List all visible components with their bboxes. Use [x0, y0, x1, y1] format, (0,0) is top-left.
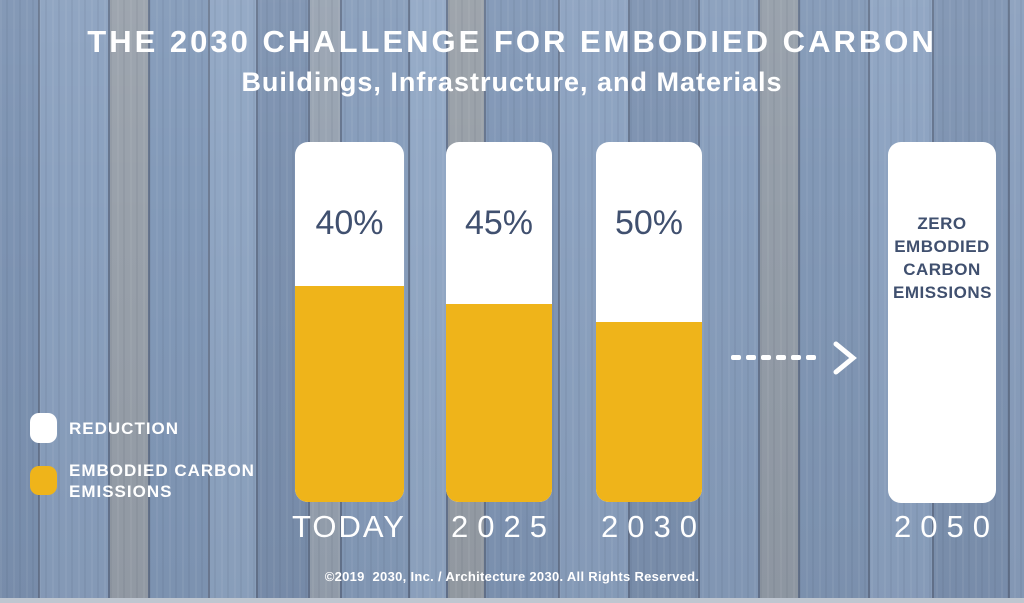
bar-2030-value-label: 50%	[614, 204, 684, 242]
legend-label-emissions: EMBODIED CARBON EMISSIONS	[69, 461, 255, 501]
arrow-dash	[746, 355, 756, 360]
page-title: THE 2030 CHALLENGE FOR EMBODIED CARBON	[87, 24, 937, 59]
bottom-edge-strip	[0, 598, 1024, 603]
bar-2050-zero-label: ZERO EMBODIED CARBON EMISSIONS	[893, 214, 992, 302]
bar-today-emissions-fill	[295, 286, 404, 502]
category-label-2030: 2030	[601, 509, 706, 544]
category-label-today: TODAY	[292, 509, 406, 544]
bar-2025-emissions-fill	[446, 304, 552, 502]
bar-2030: 50%	[596, 142, 702, 502]
category-label-2050: 2050	[894, 509, 999, 544]
legend-label-reduction: REDUCTION	[69, 419, 180, 438]
legend-swatch-reduction	[30, 413, 57, 443]
category-label-2025: 2025	[451, 509, 556, 544]
arrow-chevron-icon	[833, 341, 857, 374]
dashed-right-arrow-icon	[731, 339, 857, 376]
arrow-dash	[761, 355, 771, 360]
page-subtitle: Buildings, Infrastructure, and Materials	[241, 67, 783, 97]
bar-2030-emissions-fill	[596, 322, 702, 502]
arrow-dash	[731, 355, 741, 360]
bar-2050: ZERO EMBODIED CARBON EMISSIONS	[888, 142, 996, 503]
arrow-dash	[806, 355, 816, 360]
bar-today-value-label: 40%	[315, 204, 384, 242]
bar-today: 40%	[295, 142, 404, 502]
arrow-dash	[791, 355, 801, 360]
copyright-text: ©2019 2030, Inc. / Architecture 2030. Al…	[324, 569, 700, 584]
legend-swatch-emissions	[30, 466, 57, 495]
bar-2025: 45%	[446, 142, 552, 502]
arrow-dash	[776, 355, 786, 360]
bar-2025-value-label: 45%	[464, 204, 534, 242]
